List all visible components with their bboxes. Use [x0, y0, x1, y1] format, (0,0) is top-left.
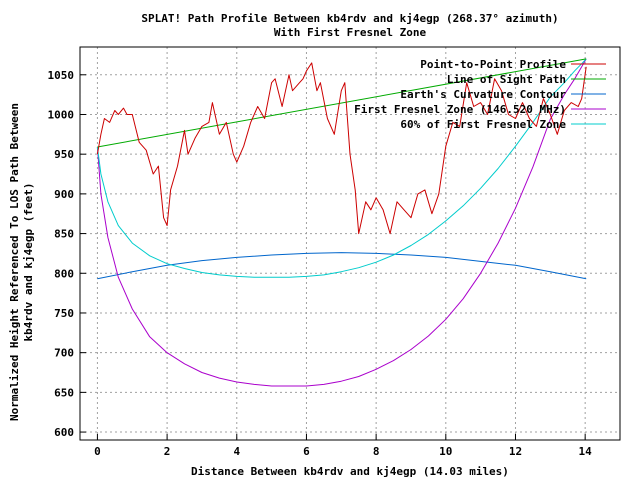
- x-tick-label: 6: [303, 445, 310, 458]
- y-tick-label: 600: [54, 426, 74, 439]
- y-tick-label: 750: [54, 307, 74, 320]
- y-tick-label: 1000: [48, 108, 75, 121]
- y-tick-label: 800: [54, 267, 74, 280]
- x-tick-label: 8: [373, 445, 380, 458]
- y-tick-label: 700: [54, 347, 74, 360]
- x-tick-label: 12: [509, 445, 522, 458]
- legend: Point-to-Point Profile Line of Sight Path…: [354, 58, 606, 131]
- legend-label-profile: Point-to-Point Profile: [420, 58, 566, 71]
- series-line-los: [97, 58, 587, 148]
- y-axis-label-line1: Normalized Height Referenced To LOS Path…: [8, 103, 21, 421]
- x-tick-label: 10: [439, 445, 452, 458]
- y-tick-label: 650: [54, 386, 74, 399]
- x-tick-label: 0: [94, 445, 101, 458]
- series-line-profile: [96, 62, 587, 235]
- x-tick-label: 4: [233, 445, 240, 458]
- x-axis-label: Distance Between kb4rdv and kj4egp (14.0…: [191, 465, 509, 478]
- y-tick-label: 1050: [48, 69, 75, 82]
- y-tick-label: 850: [54, 228, 74, 241]
- x-tick-label: 14: [579, 445, 593, 458]
- legend-label-fresnel60: 60% of First Fresnel Zone: [400, 118, 566, 131]
- legend-label-fresnel: First Fresnel Zone (146.520 MHz): [354, 103, 566, 116]
- x-tick-label: 2: [164, 445, 171, 458]
- series-line-curvature: [97, 252, 587, 280]
- y-tick-label: 900: [54, 188, 74, 201]
- y-axis-label-line2: kb4rdv and kj4egp (feet): [22, 183, 35, 342]
- axis-ticks: 0 2 4 6 8 10 12 14 600 650 700 750 800 850 900 950 1000 1…: [48, 69, 593, 458]
- series-line-fresnel60: [96, 58, 587, 278]
- legend-label-curvature: Earth's Curvature Contour: [400, 88, 566, 101]
- chart-title: SPLAT! Path Profile Between kb4rdv and k…: [141, 12, 558, 25]
- chart-subtitle: With First Fresnel Zone: [274, 26, 427, 39]
- series-line-fresnel: [96, 58, 587, 387]
- plot-frame: [79, 46, 621, 441]
- series-lines: [96, 58, 587, 387]
- legend-label-los: Line of Sight Path: [447, 73, 566, 86]
- y-tick-label: 950: [54, 148, 74, 161]
